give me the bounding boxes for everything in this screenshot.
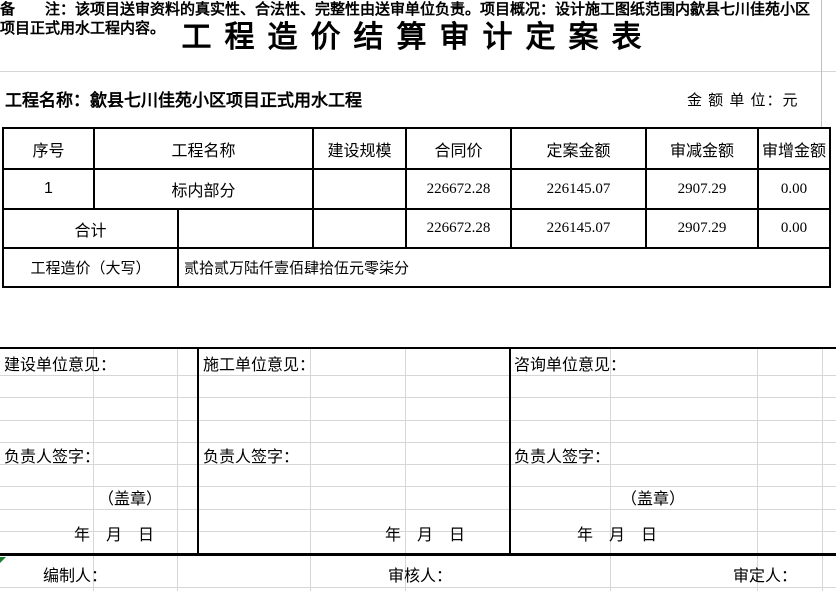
cost-table: 序号 工程名称 建设规模 合同价 定案金额 审减金额 审增金额 1 标内部分 2… [2, 127, 832, 288]
build-sign-label: 负责人签字： [4, 449, 101, 466]
cell-total-reduce[interactable]: 2907.29 [645, 208, 760, 249]
gridline-horizontal [0, 509, 836, 510]
cell-total-contract[interactable]: 226672.28 [405, 208, 513, 249]
build-seal-label: （盖章） [98, 491, 163, 508]
construct-sign-label: 负责人签字： [203, 449, 300, 466]
construct-unit-opinion-label: 施工单位意见： [203, 357, 316, 374]
table-row: 1 标内部分 226672.28 226145.07 2907.29 0.00 [2, 168, 832, 210]
gridline-horizontal [0, 531, 836, 532]
amount-unit-label: 金 额 单 位：元 [687, 92, 799, 109]
cell-total-label[interactable]: 合计 [2, 208, 179, 249]
cell-row1-final[interactable]: 226145.07 [510, 168, 648, 210]
header-cell-scale[interactable]: 建设规模 [312, 127, 408, 170]
consult-sign-label: 负责人签字： [514, 449, 611, 466]
signature-top-border [0, 347, 836, 349]
gridline-vertical [405, 349, 406, 591]
gridline-vertical [757, 349, 758, 591]
build-date-label: 年 月 日 [74, 527, 155, 544]
consult-unit-opinion-label: 咨询单位意见： [514, 357, 627, 374]
gridline-horizontal [0, 397, 836, 398]
gridline-vertical [822, 349, 823, 591]
consult-seal-label: （盖章） [621, 491, 686, 508]
cell-row1-name[interactable]: 标内部分 [92, 168, 315, 210]
consult-date-label: 年 月 日 [577, 527, 658, 544]
gridline-horizontal [0, 486, 836, 487]
header-cell-final[interactable]: 定案金额 [510, 127, 648, 170]
preparer-label: 编制人： [43, 568, 108, 585]
gridline-vertical [610, 349, 611, 591]
header-cell-seq[interactable]: 序号 [2, 127, 95, 170]
amount-words-row: 工程造价（大写） 贰拾贰万陆仟壹佰肆拾伍元零柒分 [2, 247, 832, 288]
page-title: 工程造价结算审计定案表 [181, 21, 655, 54]
header-cell-increase[interactable]: 审增金额 [757, 127, 832, 170]
reviewer-label: 审核人： [388, 568, 453, 585]
build-unit-opinion-label: 建设单位意见： [4, 357, 117, 374]
cell-total-scale[interactable] [312, 208, 408, 249]
cell-total-spacer[interactable] [176, 208, 315, 249]
project-name-label: 工程名称：歙县七川佳苑小区项目正式用水工程 [5, 91, 362, 110]
gridline-horizontal [0, 71, 836, 72]
table-header-row: 序号 工程名称 建设规模 合同价 定案金额 审减金额 审增金额 [2, 127, 832, 170]
signature-bottom-border [0, 553, 836, 556]
gridline-vertical [177, 349, 178, 591]
gridline-horizontal [0, 420, 836, 421]
table-total-row: 合计 226672.28 226145.07 2907.29 0.00 [2, 208, 832, 249]
construct-date-label: 年 月 日 [385, 527, 466, 544]
cell-row1-reduce[interactable]: 2907.29 [645, 168, 760, 210]
cell-words-label[interactable]: 工程造价（大写） [2, 247, 179, 288]
page-break-line [821, 0, 822, 127]
cell-row1-scale[interactable] [312, 168, 408, 210]
cell-total-increase[interactable]: 0.00 [757, 208, 832, 249]
cell-error-triangle-icon [0, 557, 6, 563]
cell-total-final[interactable]: 226145.07 [510, 208, 648, 249]
header-cell-name[interactable]: 工程名称 [92, 127, 315, 170]
gridline-horizontal [0, 587, 836, 588]
header-cell-reduce[interactable]: 审减金额 [645, 127, 760, 170]
cell-row1-contract[interactable]: 226672.28 [405, 168, 513, 210]
gridline-vertical [310, 349, 311, 591]
gridline-horizontal [0, 442, 836, 443]
cell-row1-increase[interactable]: 0.00 [757, 168, 832, 210]
cell-row1-seq[interactable]: 1 [2, 168, 95, 210]
signature-divider-2 [509, 347, 511, 555]
gridline-horizontal [0, 375, 836, 376]
gridline-horizontal [0, 464, 836, 465]
signature-divider-1 [197, 347, 199, 555]
gridline-vertical [93, 349, 94, 591]
approver-label: 审定人： [733, 568, 798, 585]
note-text: 备 注：该项目送审资料的真实性、合法性、完整性由送审单位负责。项目概况：设计施工… [0, 1, 811, 37]
cell-words-value[interactable]: 贰拾贰万陆仟壹佰肆拾伍元零柒分 [176, 247, 832, 288]
header-cell-contract[interactable]: 合同价 [405, 127, 513, 170]
